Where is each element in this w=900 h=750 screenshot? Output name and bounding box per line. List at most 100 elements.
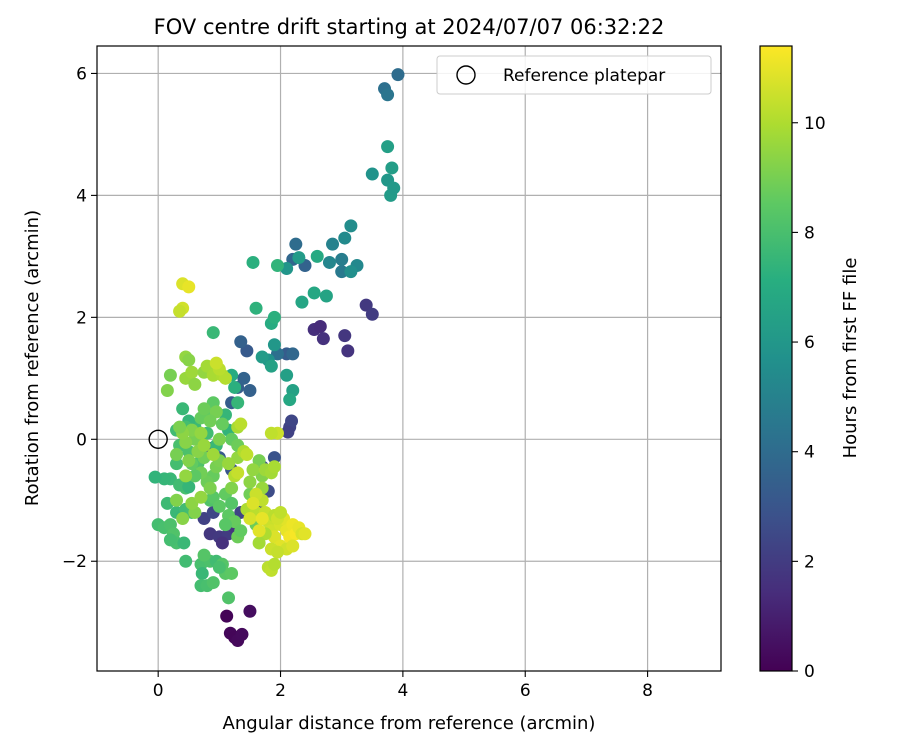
data-point [267, 310, 281, 324]
data-point [163, 368, 177, 382]
data-point [316, 332, 330, 346]
legend-label-reference: Reference platepar [503, 66, 665, 86]
x-axis-ticks: 0 2 4 6 8 [153, 671, 653, 701]
data-point [270, 545, 284, 559]
data-point [286, 539, 300, 553]
data-point [176, 402, 190, 416]
data-point [391, 68, 405, 82]
data-point [209, 405, 223, 419]
data-point [252, 536, 266, 550]
data-point [148, 470, 162, 484]
data-point [381, 140, 395, 154]
data-point [255, 350, 269, 364]
data-point [365, 307, 379, 321]
colorbar-tick-label: 0 [804, 662, 815, 682]
data-point [170, 448, 184, 462]
data-point [194, 490, 208, 504]
data-point [182, 353, 196, 367]
data-point [243, 475, 257, 489]
data-point [246, 255, 260, 269]
data-point [338, 231, 352, 245]
data-point [225, 496, 239, 510]
legend-box [436, 55, 712, 95]
data-point [240, 344, 254, 358]
data-point [267, 451, 281, 465]
x-tick-label: 8 [642, 681, 653, 701]
data-point [231, 466, 245, 480]
data-point [335, 265, 349, 279]
data-point [203, 414, 217, 428]
data-point [222, 591, 236, 605]
data-point [286, 347, 300, 361]
data-point [381, 88, 395, 102]
data-point [246, 496, 260, 510]
x-tick-label: 2 [275, 681, 286, 701]
data-point [267, 557, 281, 571]
data-point [179, 469, 193, 483]
data-point [222, 457, 236, 471]
legend: Reference platepar [436, 55, 712, 95]
data-point [310, 249, 324, 263]
data-point [197, 548, 211, 562]
data-point [218, 518, 232, 532]
y-tick-label: 0 [76, 430, 87, 450]
data-point [225, 566, 239, 580]
colorbar [759, 45, 793, 672]
data-point [209, 356, 223, 370]
data-point [182, 280, 196, 294]
data-point [264, 426, 278, 440]
data-point [255, 512, 269, 526]
data-point [252, 524, 266, 538]
chart-title: FOV centre drift starting at 2024/07/07 … [154, 15, 665, 39]
data-point [179, 554, 193, 568]
colorbar-tick-label: 6 [804, 333, 815, 353]
data-point [267, 460, 281, 474]
data-point [246, 463, 260, 477]
data-point [185, 365, 199, 379]
data-point [197, 438, 211, 452]
data-point [274, 505, 288, 519]
x-tick-label: 0 [153, 681, 164, 701]
data-point [307, 286, 321, 300]
x-tick-label: 6 [520, 681, 531, 701]
data-point [335, 252, 349, 266]
data-point [252, 454, 266, 468]
data-point [292, 251, 306, 265]
data-point [182, 480, 196, 494]
data-point [218, 371, 232, 385]
data-point [163, 533, 177, 547]
data-point [385, 161, 399, 175]
data-point [298, 527, 312, 541]
data-point [170, 457, 184, 471]
data-point [281, 425, 295, 439]
data-point [173, 420, 187, 434]
data-point [231, 396, 245, 410]
data-point [176, 512, 190, 526]
colorbar-ticks: 0 2 4 6 8 10 [792, 114, 826, 682]
data-point [188, 377, 202, 391]
data-point [267, 338, 281, 352]
data-point [185, 496, 199, 510]
data-point [195, 566, 209, 580]
colorbar-tick-label: 10 [804, 114, 826, 134]
data-point [243, 604, 257, 618]
data-point [225, 481, 239, 495]
colorbar-tick-label: 4 [804, 443, 815, 463]
data-point [270, 259, 284, 273]
data-point [344, 265, 358, 279]
data-point [206, 326, 220, 340]
reference-platepar-marker [148, 429, 168, 449]
y-tick-label: 2 [76, 308, 87, 328]
data-point [188, 469, 202, 483]
colorbar-tick-label: 8 [804, 223, 815, 243]
data-point [237, 371, 251, 385]
data-point [249, 301, 263, 315]
data-point [220, 609, 234, 623]
data-point [197, 402, 211, 416]
data-point [234, 417, 248, 431]
data-point [359, 298, 373, 312]
data-point [341, 344, 355, 358]
y-tick-label: −2 [62, 552, 87, 572]
x-tick-label: 4 [397, 681, 408, 701]
